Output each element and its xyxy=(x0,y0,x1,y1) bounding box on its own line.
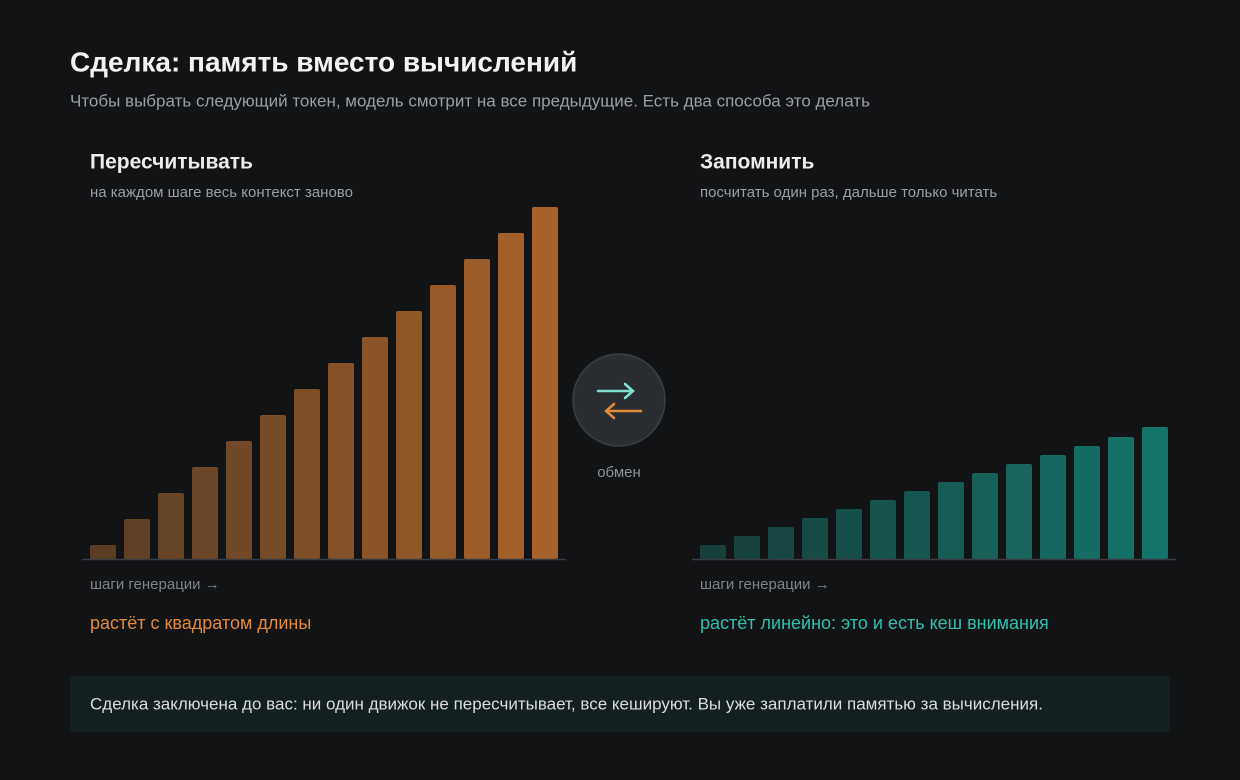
subtitle: Чтобы выбрать следующий токен, модель см… xyxy=(70,91,870,110)
panel-title: Пересчитывать xyxy=(90,151,253,174)
bar xyxy=(1006,464,1032,559)
panel-note: растёт линейно: это и есть кеш внимания xyxy=(700,613,1049,633)
panel-subtitle: посчитать один раз, дальше только читать xyxy=(700,184,997,201)
bar xyxy=(226,441,252,559)
bar xyxy=(532,207,558,559)
bar xyxy=(192,467,218,559)
bar xyxy=(498,233,524,559)
bar xyxy=(362,337,388,559)
bar xyxy=(700,545,726,559)
bar xyxy=(768,527,794,559)
bar xyxy=(802,518,828,559)
bar xyxy=(1108,437,1134,559)
bar xyxy=(1074,446,1100,559)
x-axis-label: шаги генерации → xyxy=(700,576,830,593)
bar xyxy=(1040,455,1066,559)
bar xyxy=(396,311,422,559)
bar xyxy=(294,389,320,559)
bar xyxy=(158,493,184,559)
footer-text: Сделка заключена до вас: ни один движок … xyxy=(90,694,1043,713)
footer-box xyxy=(70,676,1170,732)
bar xyxy=(836,509,862,559)
title: Сделка: память вместо вычислений xyxy=(70,46,577,77)
bar xyxy=(430,285,456,559)
bar xyxy=(464,259,490,559)
panel-title: Запомнить xyxy=(700,151,814,174)
bar xyxy=(734,536,760,559)
bar xyxy=(972,473,998,559)
bar xyxy=(870,500,896,559)
bar xyxy=(1142,427,1168,559)
bar xyxy=(124,519,150,559)
center-label: обмен xyxy=(597,464,641,481)
bar xyxy=(90,545,116,559)
panel-note: растёт с квадратом длины xyxy=(90,613,311,633)
bar xyxy=(938,482,964,559)
bar xyxy=(904,491,930,559)
swap-icon xyxy=(572,353,666,447)
x-axis-label: шаги генерации → xyxy=(90,576,220,593)
bar xyxy=(328,363,354,559)
bar xyxy=(260,415,286,559)
panel-subtitle: на каждом шаге весь контекст заново xyxy=(90,184,353,201)
